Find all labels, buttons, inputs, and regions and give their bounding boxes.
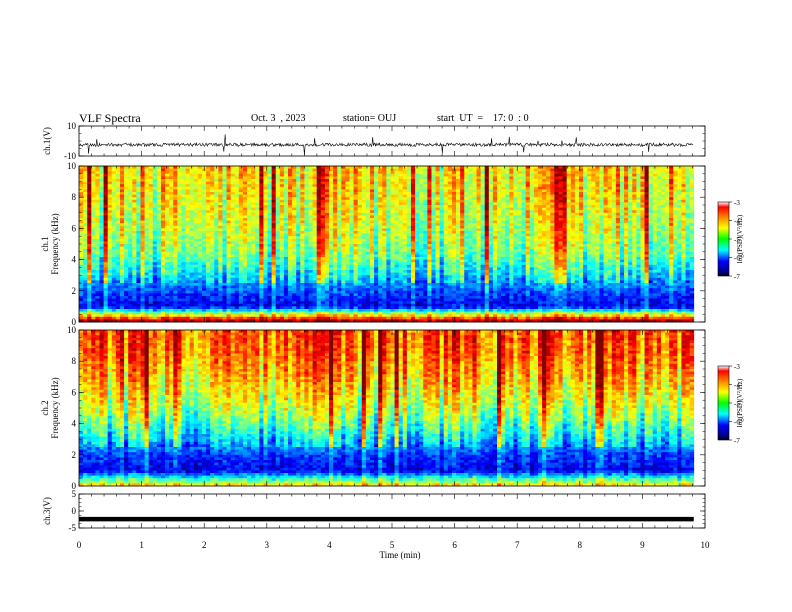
ch2-freq-tick-label: 0 [72, 481, 77, 491]
ch1-tick-label: -10 [64, 151, 76, 161]
date-label: Oct. 3 , 2023 [251, 113, 306, 124]
colorbar-tick-label: -5 [734, 236, 740, 244]
time-tick-label: 9 [640, 540, 645, 550]
colorbar-tick-label: -6 [734, 419, 740, 427]
colorbar-tick-label: -7 [734, 273, 740, 281]
colorbar-tick-label: -4 [734, 382, 740, 390]
ch1-freq-tick-label: 6 [72, 223, 77, 233]
time-tick-label: 6 [452, 540, 457, 550]
ch2-freq-tick-label: 10 [67, 325, 77, 335]
ch3-tick-label: -5 [69, 523, 77, 533]
ch2-freq-tick-label: 8 [72, 356, 77, 366]
colorbar-2 [717, 365, 730, 441]
ch2-freq-tick-label: 4 [72, 419, 77, 429]
ch1-freq-tick-label: 2 [72, 286, 77, 296]
ch1-freq-tick-label: 8 [72, 192, 77, 202]
time-tick-label: 3 [265, 540, 270, 550]
colorbar-tick-label: -3 [734, 199, 740, 207]
ch3-frame [78, 493, 706, 529]
ch2-spectrogram [79, 330, 695, 487]
ch1-spectrogram [79, 166, 695, 323]
ch1-tick-label: 10 [67, 121, 77, 131]
ch2-freq-tick-label: 2 [72, 450, 77, 460]
ch1-freq-tick-label: 10 [67, 161, 77, 171]
colorbar-1 [717, 201, 730, 277]
colorbar-tick-label: -4 [734, 218, 740, 226]
time-tick-label: 4 [327, 540, 332, 550]
time-axis-label: Time (min) [380, 550, 421, 560]
colorbar-tick-label: -5 [734, 400, 740, 408]
ch3-tick-label: 0 [72, 506, 77, 516]
time-tick-label: 8 [578, 540, 583, 550]
ch1-freq-tick-label: 4 [72, 255, 77, 265]
colorbar-tick-label: -3 [734, 363, 740, 371]
start-time-label: start UT = 17: 0 : 0 [437, 113, 529, 124]
chart-title: VLF Spectra [79, 111, 141, 125]
colorbar-tick-label: -7 [734, 437, 740, 445]
station-label: station= OUJ [343, 113, 397, 124]
time-tick-label: 2 [202, 540, 207, 550]
time-tick-label: 1 [139, 540, 144, 550]
colorbar-tick-label: -6 [734, 255, 740, 263]
colorbar-label: log(PSD)(V²/Hz) [736, 214, 744, 263]
colorbar-label: log(PSD)(V²/Hz) [736, 378, 744, 427]
time-tick-label: 7 [515, 540, 520, 550]
ch1-freq-axis-label: ch.1 Frequency (kHz) [40, 213, 60, 274]
time-tick-label: 10 [701, 540, 711, 550]
time-tick-label: 0 [77, 540, 82, 550]
ch3-tick-label: 5 [72, 489, 77, 499]
ch1-freq-tick-label: 0 [72, 317, 77, 327]
ch2-freq-tick-label: 6 [72, 387, 77, 397]
ch2-freq-axis-label: ch.2 Frequency (kHz) [40, 377, 60, 438]
ch3-axis-label: ch.3(V) [42, 497, 52, 525]
ch1-axis-label: ch.1(V) [42, 127, 52, 155]
time-tick-label: 5 [390, 540, 395, 550]
ch1-trace [79, 134, 693, 155]
